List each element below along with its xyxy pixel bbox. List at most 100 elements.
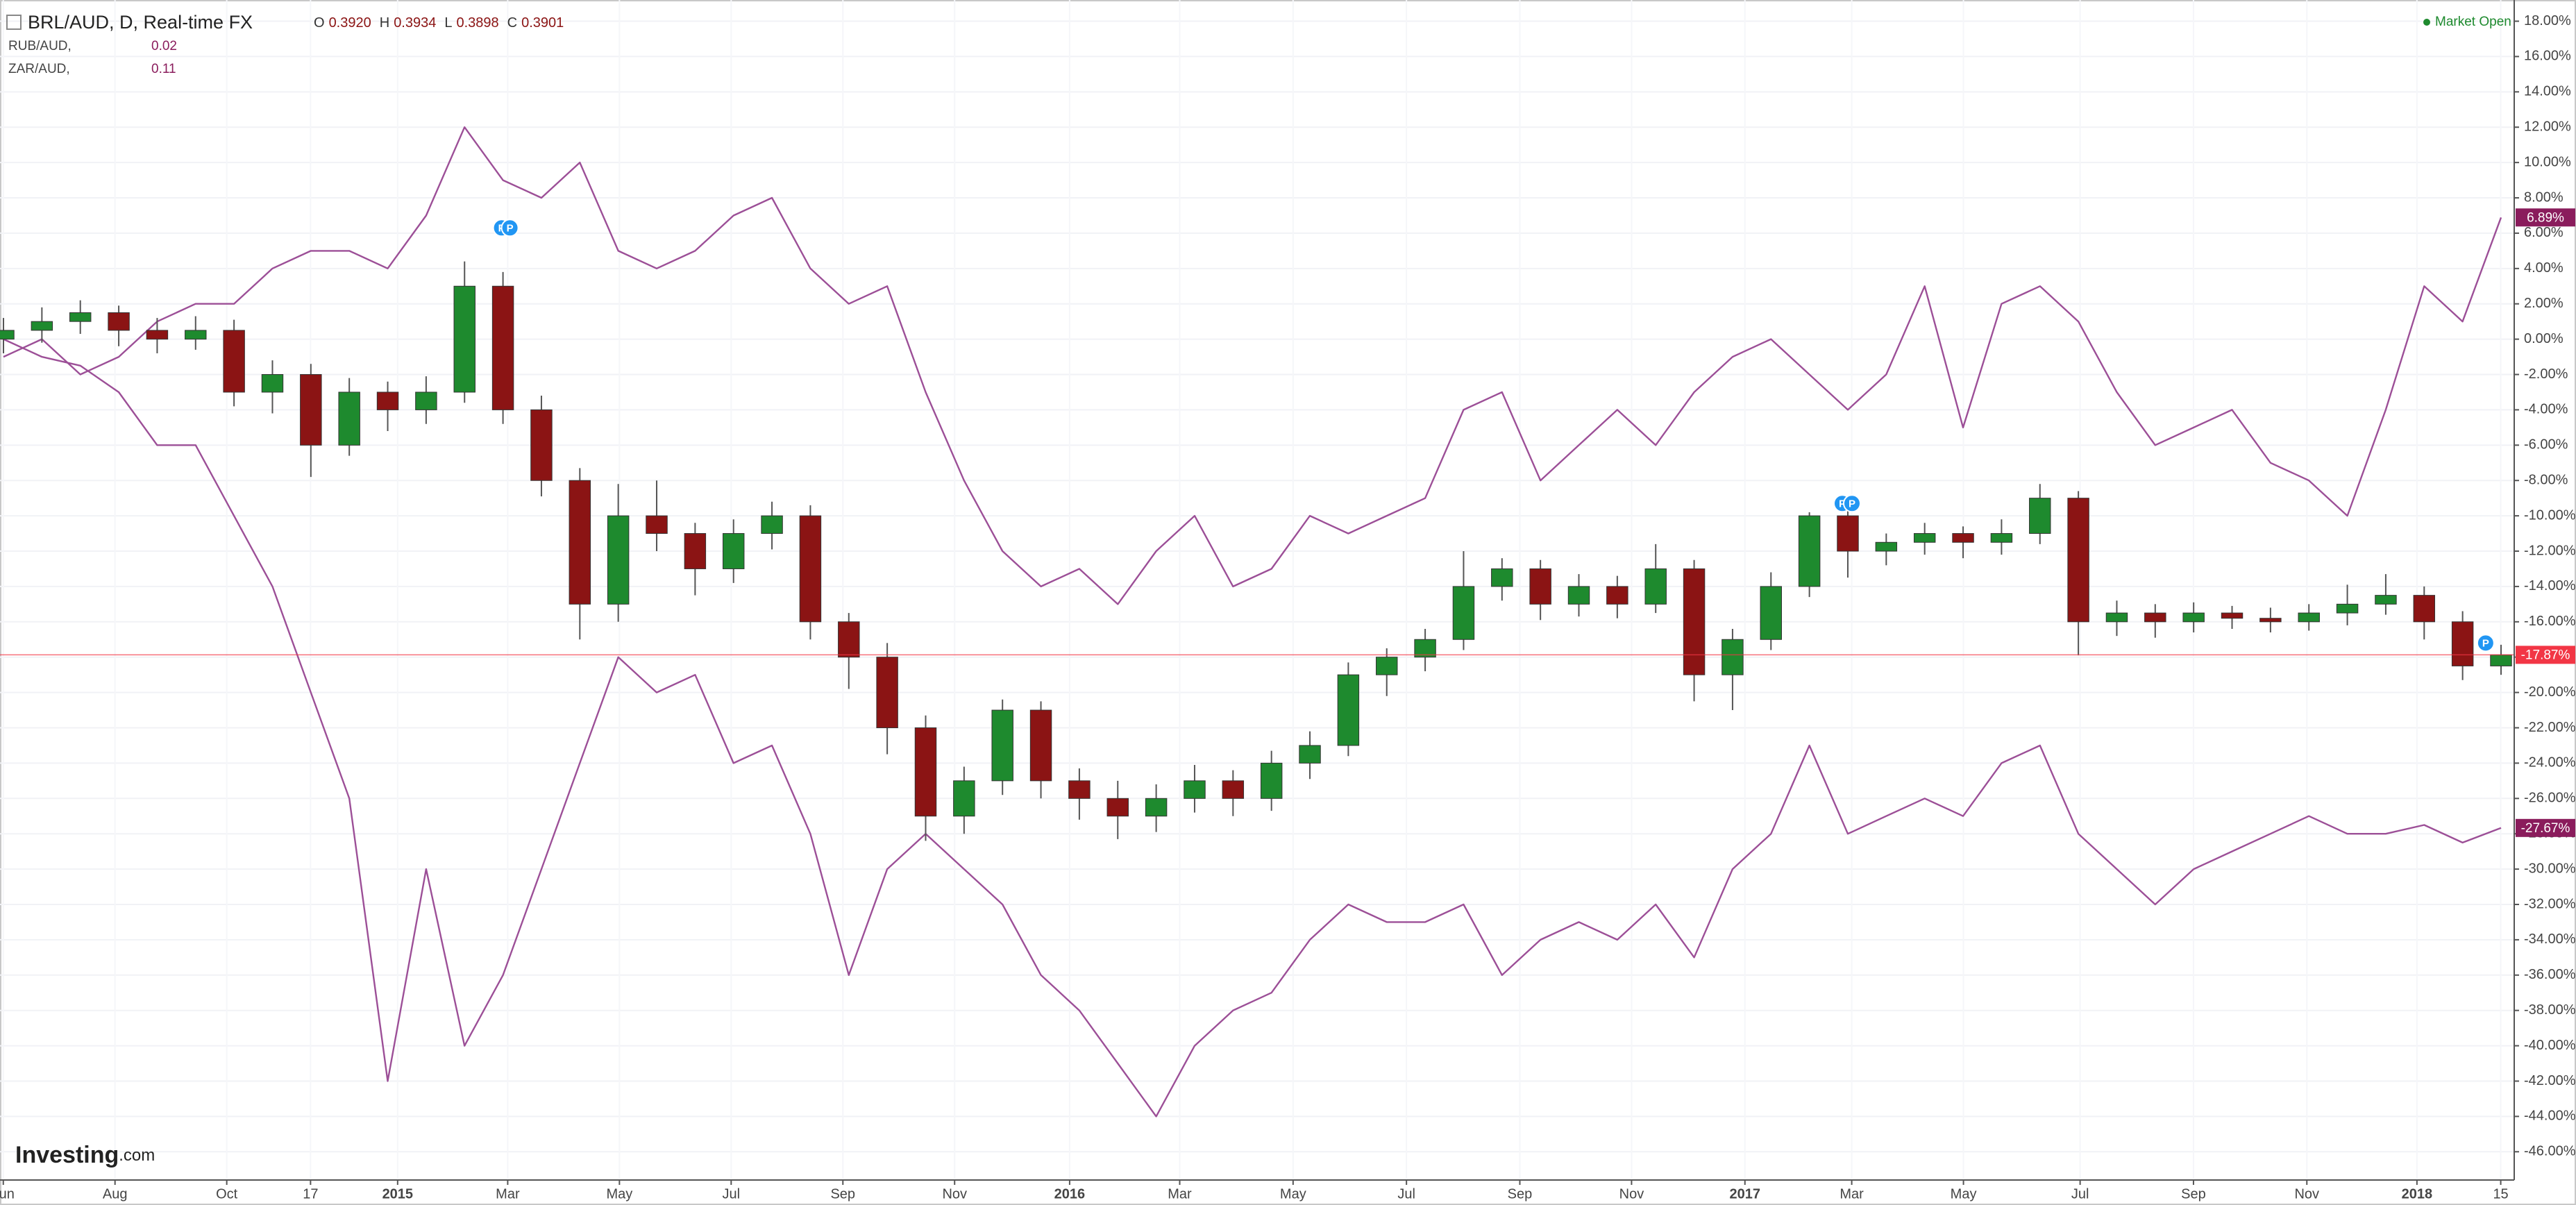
price-badge-label: 6.89% <box>2527 210 2564 225</box>
candle-body <box>2490 654 2512 666</box>
y-tick-label: -8.00% <box>2524 472 2568 487</box>
y-tick-label: -22.00% <box>2524 720 2576 735</box>
candle-body <box>1721 639 1744 675</box>
y-tick-label: -6.00% <box>2524 437 2568 453</box>
candle-body <box>261 374 284 393</box>
candle-body <box>876 657 898 729</box>
x-tick-label: Mar <box>1168 1186 1192 1202</box>
candle-body <box>1145 798 1168 817</box>
x-tick-label: Sep <box>1508 1186 1533 1202</box>
x-tick-label: May <box>1280 1186 1306 1202</box>
candle-body <box>1029 709 1052 782</box>
x-tick-label: Jun <box>0 1186 15 1202</box>
event-marker <box>2476 634 2495 652</box>
candle-body <box>1837 515 1859 552</box>
candle-body <box>2105 612 2128 623</box>
candle-body <box>1529 568 1551 605</box>
x-tick-label: 2015 <box>382 1186 414 1202</box>
candle-body <box>1683 568 1706 675</box>
x-tick-label: Nov <box>1619 1186 1644 1202</box>
x-tick-label: Jul <box>723 1186 741 1202</box>
price-badge <box>2516 646 2575 664</box>
y-tick-label: 2.00% <box>2524 296 2564 311</box>
candle-body <box>1260 762 1283 799</box>
event-marker-label: P <box>1849 498 1855 509</box>
ohlc-value: 0.3898 <box>456 15 498 31</box>
candle-body <box>684 533 707 569</box>
candle-body <box>2375 595 2397 605</box>
candle-body <box>1184 780 1206 799</box>
x-tick-label: Aug <box>103 1186 128 1202</box>
candle-body <box>2221 612 2244 619</box>
header: BRL/AUD, D, Real-time FX O 0.3920 H 0.3934 L… <box>6 12 2511 1168</box>
ohlc-value: 0.3920 <box>329 15 371 31</box>
y-tick-label: 4.00% <box>2524 260 2564 276</box>
candle-body <box>0 330 15 340</box>
candle-body <box>31 321 53 331</box>
y-tick-label: 0.00% <box>2524 331 2564 346</box>
market-status: Market Open <box>2435 15 2511 29</box>
candle-body <box>185 330 207 340</box>
y-tick-label: 12.00% <box>2524 119 2571 135</box>
price-badge-label: -27.67% <box>2521 821 2570 836</box>
ohlc: O 0.3920 H 0.3934 L 0.3898 C 0.3901 <box>314 15 564 31</box>
candle-body <box>1491 568 1513 587</box>
candle-body <box>991 709 1013 782</box>
x-tick-label: May <box>1951 1186 1977 1202</box>
ohlc-label: H <box>380 15 389 31</box>
status-dot <box>2423 19 2430 26</box>
y-tick-label: 14.00% <box>2524 84 2571 99</box>
y-tick-label: -32.00% <box>2524 896 2576 911</box>
chart-title: BRL/AUD, D, Real-time FX <box>28 12 253 33</box>
y-tick-label: -14.00% <box>2524 578 2576 593</box>
candle-body <box>1760 586 1782 640</box>
candle-body <box>838 621 860 658</box>
candle-body <box>376 391 399 410</box>
y-tick-label: -26.00% <box>2524 791 2576 806</box>
candle-body <box>415 391 437 410</box>
price-badge-label: -17.87% <box>2521 648 2570 662</box>
ohlc-value: 0.3934 <box>394 15 436 31</box>
candle-body <box>2336 603 2359 614</box>
y-tick-label: -44.00% <box>2524 1109 2576 1124</box>
price-badge <box>2516 818 2575 837</box>
candle-body <box>1452 586 1475 640</box>
x-tick-label: Nov <box>2294 1186 2319 1202</box>
y-tick-label: -34.00% <box>2524 932 2576 947</box>
candle-body <box>646 515 668 534</box>
y-tick-label: -36.00% <box>2524 967 2576 982</box>
ohlc-label: C <box>507 15 517 31</box>
x-tick-label: 2018 <box>2402 1186 2433 1202</box>
candle-body <box>1222 780 1245 799</box>
x-tick-label: Jul <box>1397 1186 1415 1202</box>
y-tick-label: -30.00% <box>2524 861 2576 876</box>
candle-body <box>1376 657 1398 675</box>
candle-body <box>108 312 130 331</box>
legend-value: 0.02 <box>151 39 177 53</box>
x-tick-label: Mar <box>1840 1186 1864 1202</box>
y-tick-label: 10.00% <box>2524 154 2571 169</box>
x-tick-label: Sep <box>830 1186 855 1202</box>
x-tick-label: 15 <box>2493 1186 2508 1202</box>
series-line <box>3 126 2502 605</box>
event-marker <box>500 219 519 237</box>
collapse-icon[interactable] <box>6 15 22 30</box>
ohlc-label: O <box>314 15 325 31</box>
x-tick-label: Oct <box>216 1186 238 1202</box>
candle-body <box>723 533 745 569</box>
event-marker <box>1842 494 1861 513</box>
candle-body <box>2259 618 2282 623</box>
y-tick-label: 8.00% <box>2524 189 2564 205</box>
event-marker-label: P <box>1839 498 1846 509</box>
brand: Investing.com <box>15 1142 155 1168</box>
legend-value: 0.11 <box>151 62 176 76</box>
candle-body <box>1644 568 1667 605</box>
candle-body <box>2029 498 2051 534</box>
x-tick-label: Jul <box>2071 1186 2089 1202</box>
candle-body <box>914 727 937 817</box>
candle-body <box>2144 612 2166 623</box>
candle-body <box>1990 533 2013 543</box>
candle-body <box>1337 674 1360 746</box>
